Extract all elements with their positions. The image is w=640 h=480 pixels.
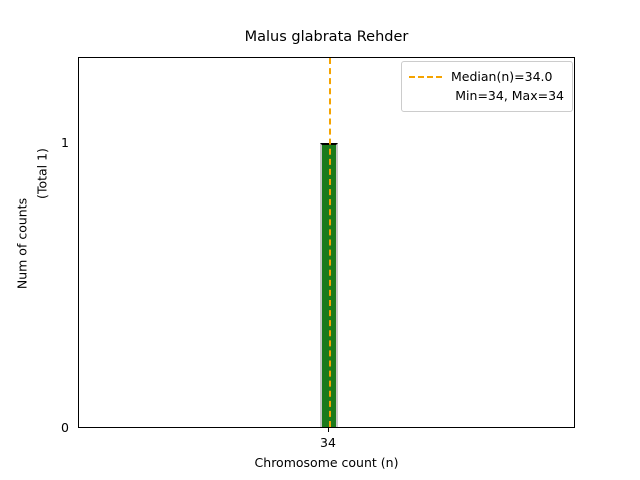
chart-title: Malus glabrata Rehder	[244, 29, 409, 45]
ytick-label-1: 1	[61, 135, 69, 150]
ytick-mark	[78, 143, 79, 144]
xtick-mark	[328, 428, 329, 432]
legend-label-minmax: Min=34, Max=34	[455, 88, 564, 103]
legend-item-median: Median(n)=34.0	[409, 67, 565, 86]
xtick-label-34: 34	[320, 435, 336, 450]
dashed-line-icon	[409, 75, 442, 78]
plot-area	[78, 57, 575, 428]
xaxis-ticks: 34	[78, 428, 575, 458]
legend-item-minmax: Min=34, Max=34	[409, 86, 565, 105]
ytick-label-0: 0	[61, 420, 69, 435]
median-line	[329, 58, 331, 427]
y-axis-label-line2: (Total 1)	[34, 148, 50, 199]
legend-label-median: Median(n)=34.0	[451, 69, 553, 84]
y-axis-label-line1: Num of counts	[14, 197, 30, 290]
legend-box: Median(n)=34.0 Min=34, Max=34	[401, 61, 573, 112]
x-axis-label: Chromosome count (n)	[254, 455, 399, 470]
